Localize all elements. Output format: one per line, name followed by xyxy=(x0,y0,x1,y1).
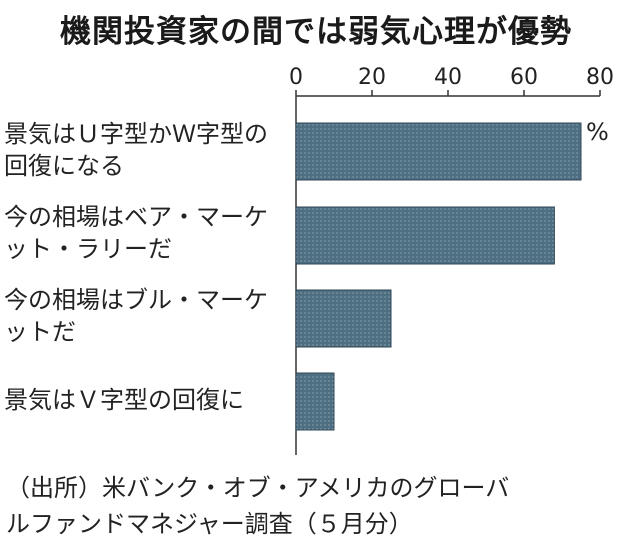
x-tick-label: 20 xyxy=(358,65,386,90)
x-tick-label: 0 xyxy=(289,65,303,90)
source-note: （出所）米バンク・オブ・アメリカのグローバ ルファンドマネジャー調査（５月分） xyxy=(6,474,510,538)
x-tick-label: 40 xyxy=(434,65,462,90)
bar xyxy=(295,289,392,348)
x-tick-label: 60 xyxy=(510,65,538,90)
bar xyxy=(295,206,555,265)
bar xyxy=(295,122,582,181)
x-tick-label: 80 xyxy=(586,65,614,90)
category-label: 今の相場はブル・マーケ ットだ xyxy=(4,286,268,346)
bars xyxy=(295,122,582,431)
unit-label: % xyxy=(586,118,609,146)
bar xyxy=(295,372,335,431)
x-axis: 0 20 40 60 80 xyxy=(289,65,614,455)
category-label: 今の相場はベア・マーケ ット・ラリーだ xyxy=(4,203,268,263)
category-label: 景気はＵ字型かＷ字型の 回復になる xyxy=(4,120,268,180)
chart-title: 機関投資家の間では弱気心理が優勢 xyxy=(60,14,572,50)
category-label: 景気はＶ字型の回復に xyxy=(4,386,244,414)
